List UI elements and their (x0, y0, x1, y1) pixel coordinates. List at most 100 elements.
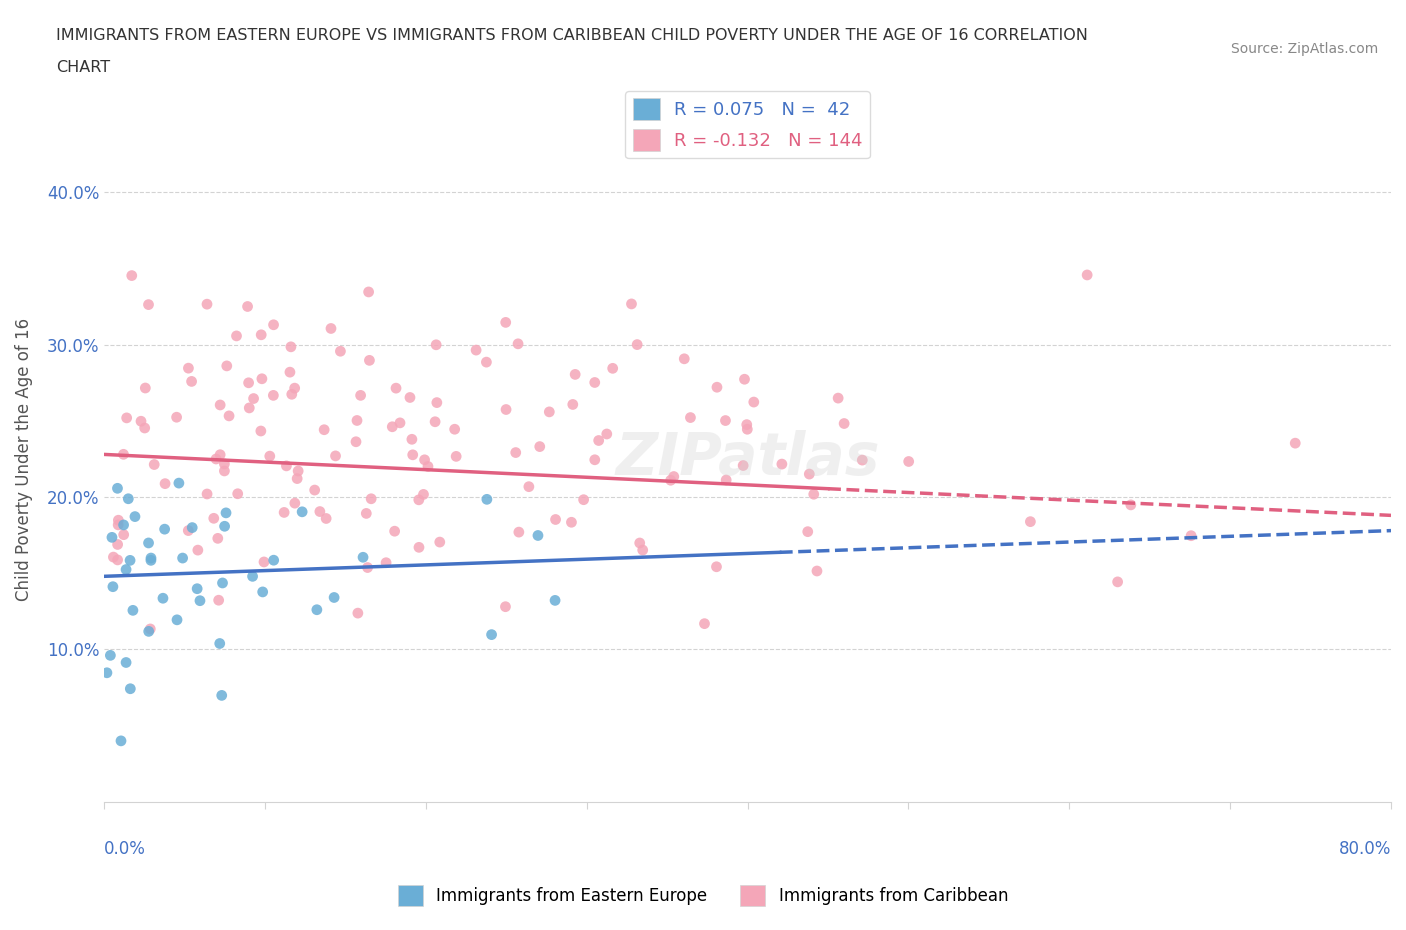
Point (583, 375, 606, 390)
Point (693, 617, 716, 631)
Point (560, 515, 582, 530)
Point (385, 380, 408, 395)
Text: 0.0%: 0.0% (104, 840, 146, 857)
Point (209, 397, 232, 412)
Point (139, 553, 162, 568)
Point (238, 376, 260, 391)
Text: ZIPatlas: ZIPatlas (616, 431, 880, 487)
Point (252, 584, 274, 599)
Point (211, 688, 233, 703)
Point (827, 391, 849, 405)
Point (115, 410, 138, 425)
Point (153, 476, 176, 491)
Point (897, 454, 920, 469)
Point (172, 551, 194, 565)
Y-axis label: Child Poverty Under the Age of 16: Child Poverty Under the Age of 16 (15, 317, 32, 601)
Point (444, 449, 467, 464)
Point (281, 387, 304, 402)
Point (413, 452, 436, 467)
Point (475, 354, 498, 369)
Point (602, 361, 624, 376)
Point (242, 392, 264, 406)
Point (134, 380, 156, 395)
Point (1119, 498, 1142, 512)
Point (236, 299, 259, 314)
Point (195, 486, 218, 501)
Point (544, 593, 567, 608)
Point (285, 472, 308, 486)
Point (122, 603, 145, 618)
Point (803, 486, 825, 501)
Point (273, 505, 295, 520)
Point (120, 553, 142, 568)
Point (733, 458, 755, 473)
Point (402, 447, 425, 462)
Point (152, 591, 174, 605)
Point (1180, 528, 1202, 543)
Point (181, 520, 204, 535)
Point (177, 524, 200, 538)
Point (770, 457, 793, 472)
Point (706, 559, 728, 574)
Point (357, 285, 380, 299)
Point (564, 367, 586, 382)
Point (115, 655, 138, 670)
Point (401, 432, 423, 446)
Point (263, 552, 285, 567)
Point (121, 268, 143, 283)
Point (115, 562, 138, 577)
Point (124, 509, 146, 524)
Point (735, 418, 758, 432)
Point (465, 342, 488, 357)
Point (544, 512, 567, 527)
Point (399, 390, 422, 405)
Point (714, 413, 737, 428)
Point (153, 522, 176, 537)
Text: Source: ZipAtlas.com: Source: ZipAtlas.com (1230, 42, 1378, 56)
Point (737, 422, 759, 437)
Point (209, 447, 232, 462)
Point (475, 492, 498, 507)
Point (517, 479, 540, 494)
Legend: R = 0.075   N =  42, R = -0.132   N = 144: R = 0.075 N = 42, R = -0.132 N = 144 (626, 91, 870, 158)
Point (349, 388, 371, 403)
Point (305, 603, 328, 618)
Point (356, 560, 378, 575)
Point (1076, 268, 1098, 283)
Point (205, 452, 228, 467)
Point (506, 337, 529, 352)
Point (207, 531, 229, 546)
Point (662, 469, 685, 484)
Point (112, 447, 135, 462)
Point (329, 344, 352, 359)
Point (323, 590, 346, 604)
Point (177, 361, 200, 376)
Point (250, 423, 273, 438)
Legend: Immigrants from Eastern Europe, Immigrants from Caribbean: Immigrants from Eastern Europe, Immigran… (391, 879, 1015, 912)
Point (344, 434, 367, 449)
Point (508, 525, 530, 539)
Point (96, 665, 118, 680)
Point (505, 445, 527, 460)
Point (238, 401, 260, 416)
Point (188, 593, 211, 608)
Point (195, 297, 218, 312)
Point (799, 467, 821, 482)
Point (180, 374, 202, 389)
Point (429, 535, 451, 550)
Point (107, 537, 129, 551)
Point (527, 528, 550, 543)
Point (186, 581, 208, 596)
Point (325, 448, 347, 463)
Point (263, 317, 285, 332)
Point (375, 555, 398, 570)
Point (253, 554, 276, 569)
Point (714, 472, 737, 487)
Point (138, 624, 160, 639)
Point (103, 550, 125, 565)
Point (423, 415, 446, 430)
Point (101, 530, 124, 545)
Point (250, 327, 273, 342)
Point (495, 402, 517, 417)
Point (443, 422, 465, 437)
